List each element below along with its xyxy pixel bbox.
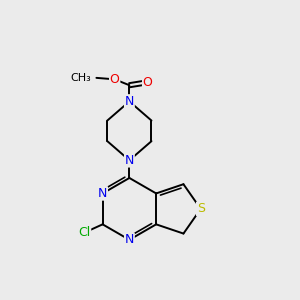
Text: S: S — [197, 202, 205, 215]
Text: N: N — [125, 233, 134, 246]
Text: O: O — [110, 73, 120, 86]
Text: O: O — [143, 76, 153, 89]
Text: N: N — [98, 187, 107, 200]
Text: CH₃: CH₃ — [70, 73, 91, 83]
Text: N: N — [125, 95, 134, 108]
Text: Cl: Cl — [78, 226, 91, 239]
Text: N: N — [125, 154, 134, 167]
